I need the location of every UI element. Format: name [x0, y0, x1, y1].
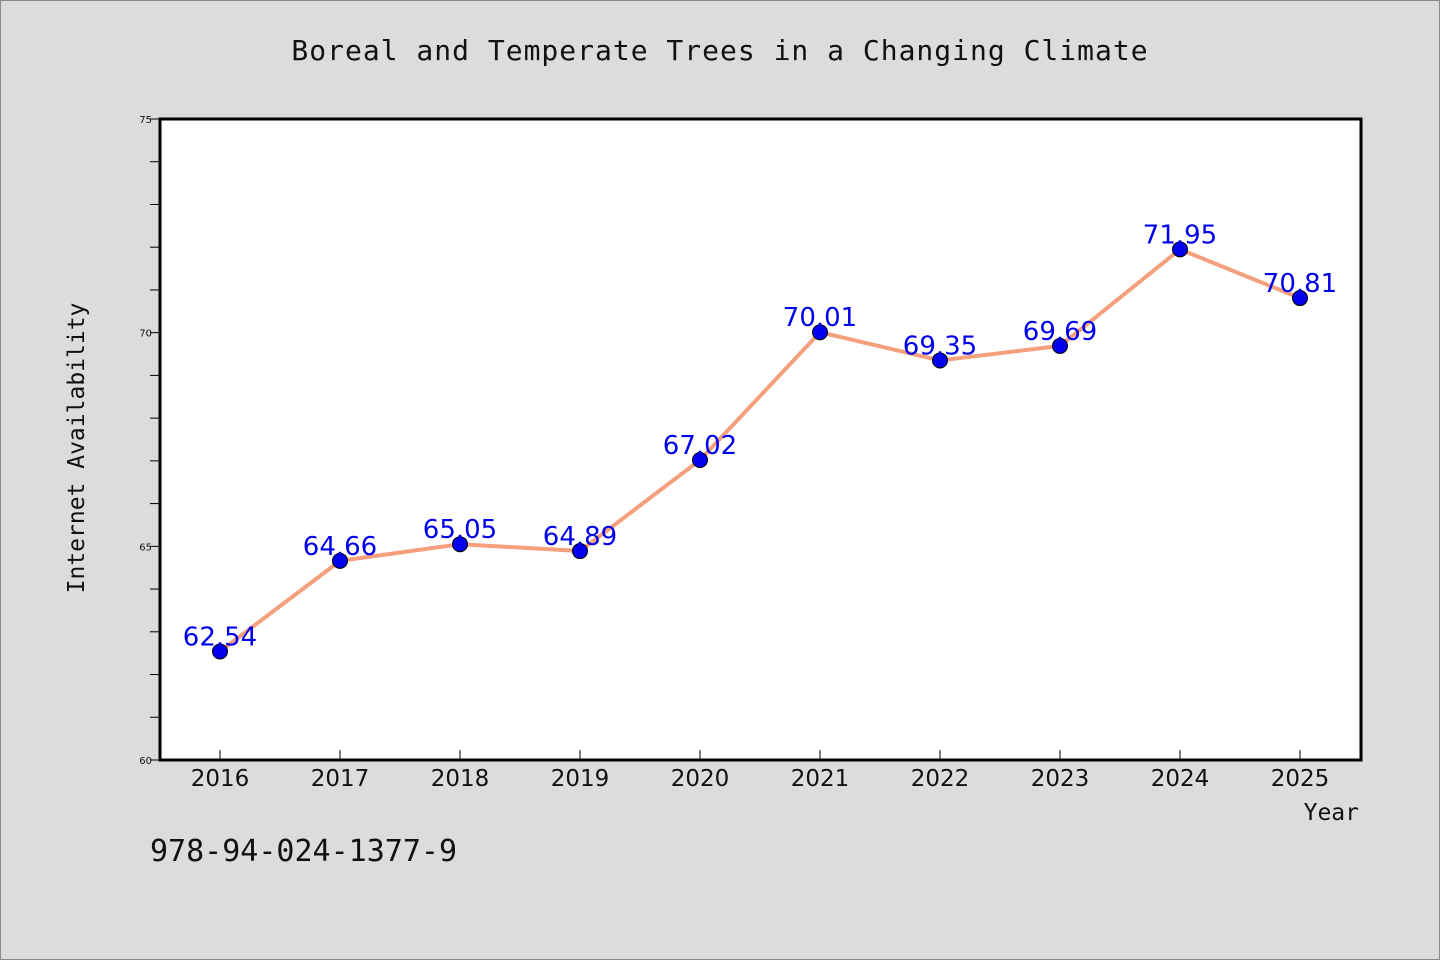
data-point	[1172, 241, 1188, 258]
x-tick-label: 2021	[791, 766, 850, 792]
data-point	[1052, 337, 1068, 354]
data-label: 67.02	[663, 431, 737, 461]
data-label: 70.01	[783, 303, 857, 333]
data-label: 70.81	[1263, 269, 1337, 299]
x-tick-label: 2022	[911, 766, 970, 792]
x-tick-label: 2016	[191, 766, 250, 792]
x-tick-label: 2023	[1031, 766, 1090, 792]
data-label: 71.95	[1143, 220, 1217, 250]
data-point	[812, 324, 828, 341]
data-label: 69.35	[903, 331, 977, 361]
x-tick-label: 2025	[1271, 766, 1330, 792]
x-tick-label: 2020	[671, 766, 730, 792]
y-tick-label: 65	[139, 542, 152, 553]
isbn-text: 978-94-024-1377-9	[150, 834, 458, 869]
data-label: 62.54	[183, 622, 257, 652]
series-layer: 62.54 64.66 65.05 64.89 67.02 70.01 69.35 69.69…	[183, 220, 1337, 660]
series-line	[218, 247, 1301, 654]
chart-title: Boreal and Temperate Trees in a Changing…	[291, 34, 1149, 67]
x-axis: 2016 2017 2018 2019 2020 2021 2022 2023 2024 2025	[191, 750, 1330, 792]
data-point	[572, 543, 588, 560]
x-tick-label: 2017	[311, 766, 370, 792]
x-axis-label: Year	[1304, 800, 1359, 826]
data-label: 69.69	[1023, 317, 1097, 347]
data-point	[332, 552, 348, 569]
y-tick-label: 60	[139, 756, 152, 767]
x-tick-label: 2018	[431, 766, 490, 792]
y-tick-label: 70	[139, 329, 152, 340]
data-point	[932, 352, 948, 369]
y-tick-label: 75	[139, 115, 152, 126]
x-tick-label: 2019	[551, 766, 610, 792]
plot-area	[158, 117, 1363, 762]
y-axis-label: Internet Availability	[64, 303, 90, 594]
data-label: 65.05	[423, 515, 497, 545]
data-point	[452, 536, 468, 553]
data-point	[692, 452, 708, 469]
data-point	[1292, 290, 1308, 307]
data-label: 64.66	[303, 532, 377, 562]
data-point	[212, 643, 228, 660]
y-axis: 60 65 70 75	[139, 115, 160, 767]
data-label: 64.89	[543, 522, 617, 552]
x-tick-label: 2024	[1151, 766, 1210, 792]
